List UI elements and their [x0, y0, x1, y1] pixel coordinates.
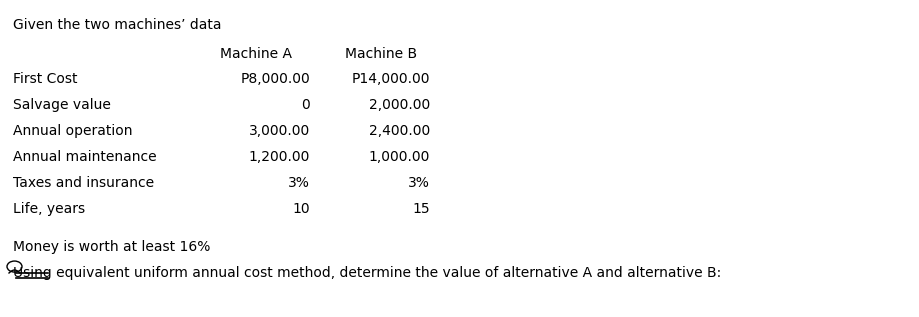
Text: 15: 15 — [412, 202, 429, 216]
Text: 1,000.00: 1,000.00 — [369, 150, 429, 164]
Text: Money is worth at least 16%: Money is worth at least 16% — [13, 240, 210, 254]
Text: First Cost: First Cost — [13, 72, 77, 86]
Text: Salvage value: Salvage value — [13, 98, 111, 112]
Text: Machine A: Machine A — [220, 47, 291, 61]
Text: 10: 10 — [292, 202, 310, 216]
Text: P8,000.00: P8,000.00 — [240, 72, 310, 86]
Text: Taxes and insurance: Taxes and insurance — [13, 176, 154, 190]
Text: 0: 0 — [301, 98, 310, 112]
Text: 3%: 3% — [408, 176, 429, 190]
Text: Annual maintenance: Annual maintenance — [13, 150, 156, 164]
Text: P14,000.00: P14,000.00 — [351, 72, 429, 86]
Text: Life, years: Life, years — [13, 202, 85, 216]
Text: 3%: 3% — [288, 176, 310, 190]
Text: 2,400.00: 2,400.00 — [369, 124, 429, 138]
Text: 2,000.00: 2,000.00 — [369, 98, 429, 112]
Text: 1,200.00: 1,200.00 — [248, 150, 310, 164]
Text: 3,000.00: 3,000.00 — [248, 124, 310, 138]
Text: Using equivalent uniform annual cost method, determine the value of alternative : Using equivalent uniform annual cost met… — [13, 266, 720, 280]
Text: Given the two machines’ data: Given the two machines’ data — [13, 18, 221, 32]
Text: Machine B: Machine B — [345, 47, 416, 61]
Text: Annual operation: Annual operation — [13, 124, 132, 138]
